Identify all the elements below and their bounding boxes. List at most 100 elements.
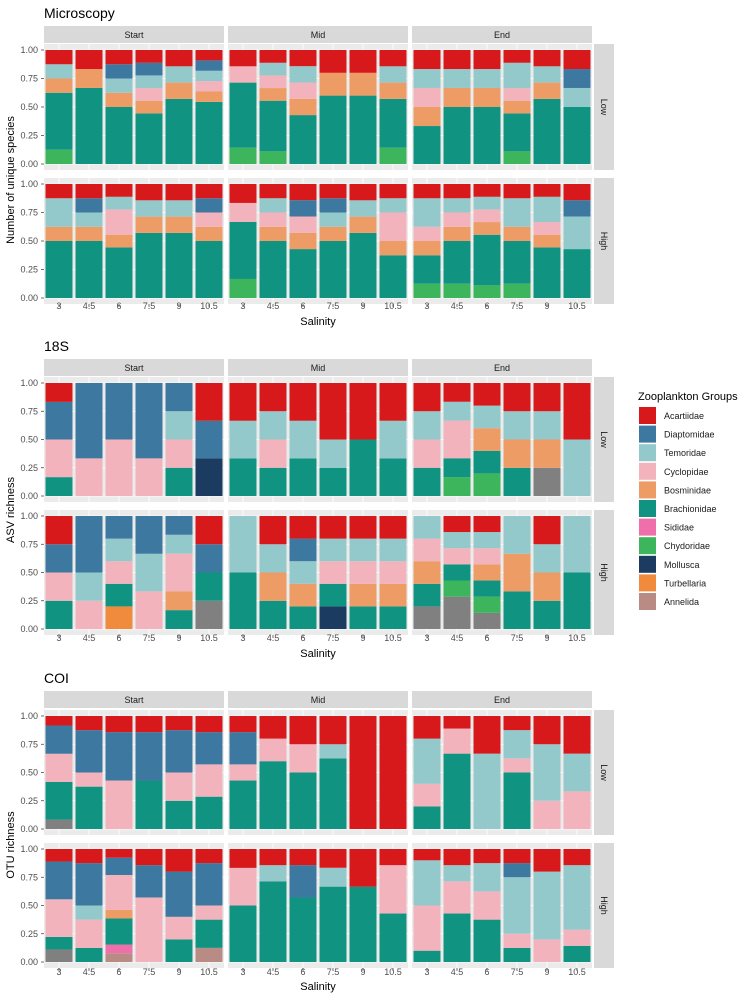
- bar-segment-brachionidae: [349, 606, 377, 629]
- bar-segment-cyclopidae: [503, 758, 531, 773]
- y-tick-label: 0.00: [20, 491, 38, 501]
- y-tick-label: 0.25: [20, 131, 38, 141]
- bar-segment-acartiidae: [413, 849, 441, 861]
- bar-segment-bosminidae: [135, 216, 163, 233]
- x-tick-label: 9: [544, 633, 549, 643]
- bar-segment-acartiidae: [229, 383, 257, 421]
- bar-segment-acartiidae: [45, 849, 73, 862]
- bar-segment-acartiidae: [259, 516, 287, 545]
- bar-segment-bosminidae: [533, 82, 561, 99]
- legend-label: Temoridae: [664, 448, 706, 458]
- bar-segment-brachionidae: [45, 936, 73, 950]
- y-tick-label: 1.00: [20, 179, 38, 189]
- bar-segment-acartiidae: [443, 849, 471, 866]
- bar-segment-temoridae: [563, 865, 591, 930]
- bar-segment-brachionidae: [443, 753, 471, 829]
- facet-strip-mid: [228, 359, 408, 376]
- bar-segment-brachionidae: [473, 450, 501, 474]
- bar-segment-temoridae: [289, 420, 317, 459]
- bar-segment-brachionidae: [413, 806, 441, 829]
- bar-segment-turbellaria: [105, 606, 133, 629]
- bar-segment-brachionidae: [379, 913, 407, 962]
- bar-segment-acartiidae: [45, 184, 73, 199]
- bar-segment-acartiidae: [195, 50, 223, 61]
- y-tick-label: 0.50: [20, 236, 38, 246]
- bar-segment-cyclopidae: [413, 538, 441, 562]
- bar-segment-cyclopidae: [229, 867, 257, 906]
- bar-segment-brachionidae: [259, 600, 287, 629]
- bar-segment-brachionidae: [349, 886, 377, 962]
- bar-segment-cyclopidae: [473, 891, 501, 920]
- bar-segment-bosminidae: [533, 234, 561, 248]
- bar-segment-acartiidae: [503, 849, 531, 864]
- bar-segment-acartiidae: [289, 849, 317, 866]
- legend-label: Turbellaria: [664, 578, 706, 588]
- bar-segment-temoridae: [165, 534, 193, 554]
- bar-segment-diaptomidae: [165, 730, 193, 773]
- x-tick-label: 9: [544, 967, 549, 977]
- chart-title: 18S: [44, 338, 69, 354]
- bar-segment-acartiidae: [563, 849, 591, 866]
- bar-segment-diaptomidae: [75, 516, 103, 573]
- bar-segment-bosminidae: [413, 107, 441, 127]
- bar-segment-diaptomidae: [195, 732, 223, 765]
- legend-swatch-annelida: [639, 593, 656, 610]
- bar-segment-brachionidae: [195, 101, 223, 164]
- x-tick-label: 6: [484, 301, 489, 311]
- y-tick-label: 1.00: [20, 378, 38, 388]
- bar-segment-chydoridae: [473, 473, 501, 496]
- bar-segment-acartiidae: [563, 50, 591, 70]
- bar-segment-temoridae: [195, 70, 223, 82]
- bar-segment-bosminidae: [75, 226, 103, 241]
- bar-segment-temoridae: [165, 411, 193, 440]
- bar-segment-temoridae: [105, 196, 133, 210]
- bar-segment-brachionidae: [413, 950, 441, 962]
- bar-segment-temoridae: [473, 863, 501, 892]
- legend-label: Bosminidae: [664, 485, 711, 495]
- bar-segment-acartiidae: [473, 50, 501, 70]
- x-tick-label: 6: [116, 301, 121, 311]
- bar-segment-diaptomidae: [135, 62, 163, 76]
- facet-strip-label: Low: [599, 99, 609, 116]
- bar-segment-bosminidae: [135, 100, 163, 114]
- bar-segment-cyclopidae: [289, 82, 317, 99]
- bar-segment-temoridae: [319, 744, 347, 759]
- bar-segment-brachionidae: [563, 249, 591, 298]
- bar-segment-diaptomidae: [165, 383, 193, 412]
- bar-segment-acartiidae: [413, 50, 441, 70]
- bar-segment-chydoridae: [413, 283, 441, 298]
- bar-segment-temoridae: [473, 753, 501, 829]
- y-tick-label: 0.50: [20, 568, 38, 578]
- bar-segment-brachionidae: [165, 98, 193, 164]
- bar-segment-cyclopidae: [443, 881, 471, 914]
- x-tick-label: 6: [300, 301, 305, 311]
- bar-segment-acartiidae: [105, 849, 133, 858]
- x-tick-label: 10.5: [200, 301, 218, 311]
- bar-segment-temoridae: [533, 544, 561, 573]
- bar-segment-acartiidae: [319, 849, 347, 868]
- x-tick-label: 6: [116, 967, 121, 977]
- facet-strip-high: [594, 510, 614, 635]
- legend-label: Acartiidae: [664, 411, 704, 421]
- facet-strip-label: Mid: [311, 695, 326, 705]
- bar-segment-cyclopidae: [413, 439, 441, 468]
- y-tick-label: 0.00: [20, 624, 38, 634]
- bar-segment-diaptomidae: [503, 863, 531, 878]
- bar-segment-cyclopidae: [105, 209, 133, 235]
- bar-segment-brachionidae: [289, 115, 317, 164]
- bar-segment-cyclopidae: [319, 561, 347, 584]
- bar-segment-cyclopidae: [105, 874, 133, 910]
- bar-segment-temoridae: [259, 544, 287, 573]
- bar-segment-diaptomidae: [195, 863, 223, 906]
- bar-segment-acartiidae: [45, 383, 73, 402]
- bar-segment-cyclopidae: [533, 222, 561, 235]
- bar-segment-acartiidae: [473, 383, 501, 406]
- bar-segment-bosminidae: [289, 98, 317, 116]
- chart-title: COI: [44, 670, 69, 686]
- bar-segment-temoridae: [259, 865, 287, 882]
- bar-segment-cyclopidae: [473, 548, 501, 565]
- bar-segment-temoridae: [563, 87, 591, 107]
- bar-segment-brachionidae: [259, 241, 287, 298]
- bar-segment-chydoridae: [503, 151, 531, 164]
- bar-segment-acartiidae: [379, 849, 407, 866]
